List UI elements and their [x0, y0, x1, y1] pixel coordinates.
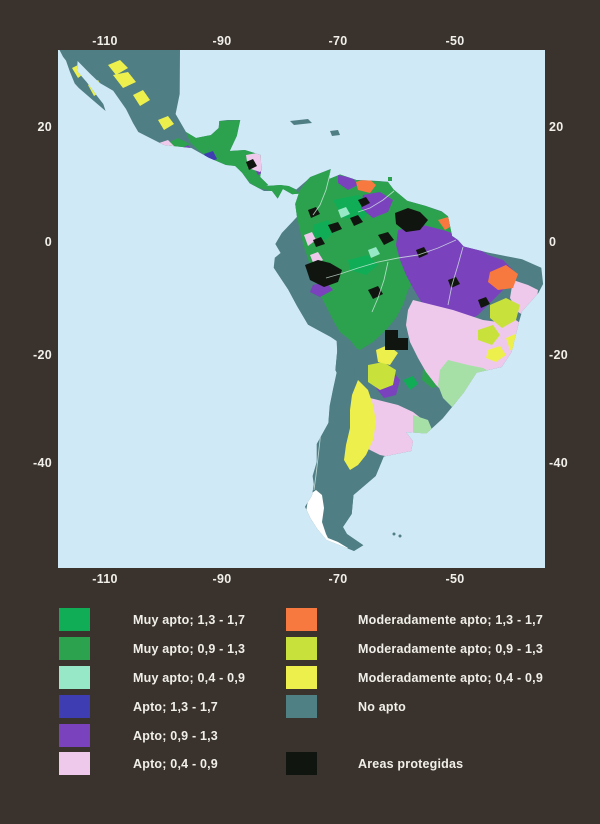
- axis-label-bottom-1: -110: [92, 572, 118, 586]
- legend-swatch: [286, 608, 317, 631]
- legend-label: Apto; 0,9 - 1,3: [133, 728, 218, 743]
- legend-label: Apto; 1,3 - 1,7: [133, 699, 218, 714]
- legend-item: Muy apto; 0,9 - 1,3: [59, 637, 245, 660]
- legend-item: Moderadamente apto; 1,3 - 1,7: [286, 608, 543, 631]
- caribbean-islands: [290, 119, 402, 538]
- legend-swatch: [59, 637, 90, 660]
- legend-item: Areas protegidas: [286, 752, 463, 775]
- legend-item: No apto: [286, 695, 406, 718]
- legend-label: No apto: [358, 699, 406, 714]
- legend-item: Moderadamente apto; 0,9 - 1,3: [286, 637, 543, 660]
- axis-label-top-2: -90: [212, 34, 232, 48]
- axis-label-bottom-3: -70: [328, 572, 348, 586]
- legend-swatch: [286, 637, 317, 660]
- legend-label: Moderadamente apto; 0,4 - 0,9: [358, 670, 544, 685]
- legend-swatch: [286, 666, 317, 689]
- map-frame: [58, 50, 545, 568]
- legend-item: Muy apto; 0,4 - 0,9: [59, 666, 245, 689]
- legend-item: Apto; 1,3 - 1,7: [59, 695, 218, 718]
- legend-item: Muy apto; 1,3 - 1,7: [59, 608, 245, 631]
- legend-swatch: [59, 724, 90, 747]
- legend-label: Moderadamente apto; 1,3 - 1,7: [358, 612, 544, 627]
- axis-label-left-4: -40: [33, 456, 52, 470]
- legend-item: Apto; 0,4 - 0,9: [59, 752, 218, 775]
- axis-label-top-1: -110: [92, 34, 118, 48]
- axis-label-right-4: -40: [549, 456, 568, 470]
- axis-label-left-3: -20: [33, 348, 52, 362]
- legend-label: Apto; 0,4 - 0,9: [133, 756, 218, 771]
- legend-swatch: [59, 666, 90, 689]
- trinidad-island: [388, 177, 392, 181]
- axis-label-bottom-2: -90: [212, 572, 232, 586]
- latin-america-suitability-map: [58, 50, 545, 568]
- legend-swatch: [59, 695, 90, 718]
- legend-swatch: [286, 695, 317, 718]
- legend-label: Muy apto; 0,9 - 1,3: [133, 641, 246, 656]
- mod-apto-high-regions: [356, 178, 518, 290]
- axis-label-bottom-4: -50: [445, 572, 465, 586]
- legend-label: Moderadamente apto; 0,9 - 1,3: [358, 641, 544, 656]
- legend-label: Muy apto; 0,4 - 0,9: [133, 670, 246, 685]
- axis-label-right-3: -20: [549, 348, 568, 362]
- legend-item: Apto; 0,9 - 1,3: [59, 724, 218, 747]
- axis-label-top-4: -50: [445, 34, 465, 48]
- legend-swatch: [286, 752, 317, 775]
- legend-label: Muy apto; 1,3 - 1,7: [133, 612, 246, 627]
- legend-swatch: [59, 752, 90, 775]
- axis-label-right-1: 20: [549, 120, 564, 134]
- axis-label-top-3: -70: [328, 34, 348, 48]
- axis-label-right-2: 0: [549, 235, 557, 249]
- areas-protegidas-regions: [218, 159, 490, 350]
- legend-item: Moderadamente apto; 0,4 - 0,9: [286, 666, 543, 689]
- legend-swatch: [59, 608, 90, 631]
- axis-label-left-1: 20: [37, 120, 52, 134]
- axis-label-left-2: 0: [44, 235, 52, 249]
- legend-label: Areas protegidas: [358, 756, 464, 771]
